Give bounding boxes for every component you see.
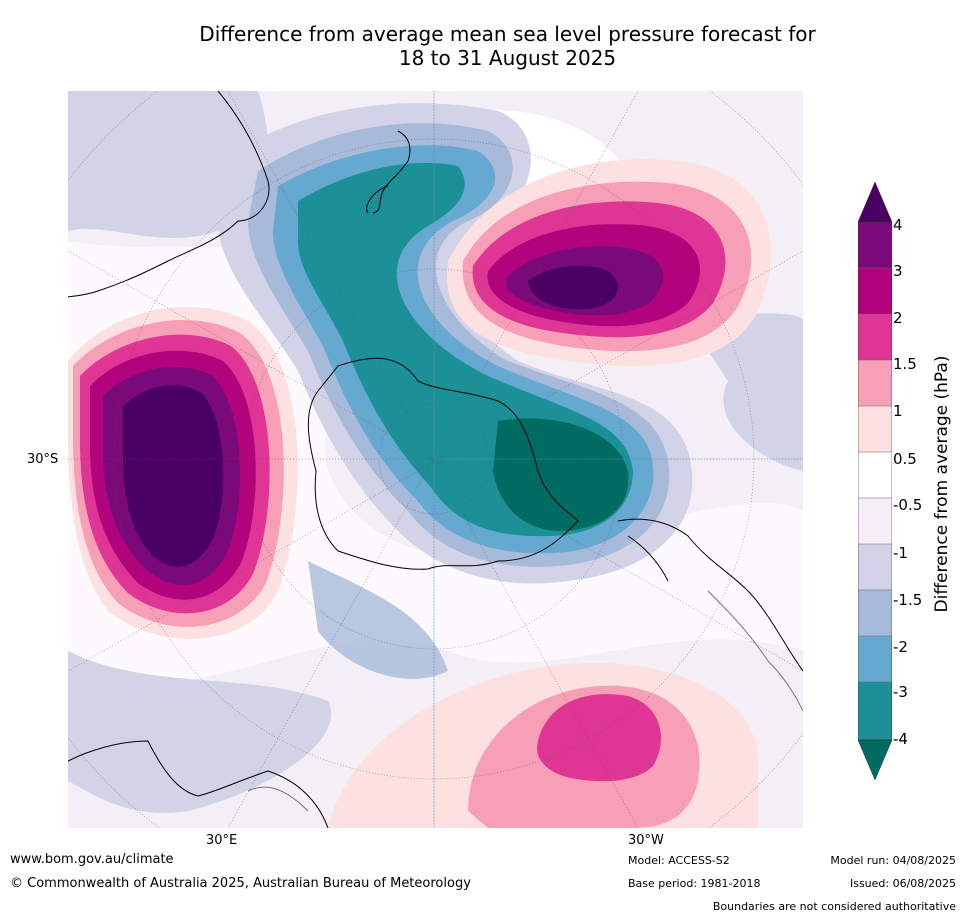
boundary-disclaimer: Boundaries are not considered authoritat… xyxy=(712,900,956,913)
base-period: Base period: 1981-2018 xyxy=(628,877,761,890)
colorbar-label: 0.5 xyxy=(893,450,917,468)
colorbar xyxy=(857,181,893,782)
lon-label-30w: 30°W xyxy=(628,833,664,848)
colorbar-label: -4 xyxy=(893,730,908,748)
title-line-1: Difference from average mean sea level p… xyxy=(199,22,816,46)
colorbar-label: -3 xyxy=(893,683,908,701)
colorbar-label: -1 xyxy=(893,544,908,562)
colorbar-label: -0.5 xyxy=(893,496,923,514)
model-run-date: Model run: 04/08/2025 xyxy=(830,854,956,867)
colorbar-label: 3 xyxy=(893,262,903,280)
pressure-anomaly-map xyxy=(68,91,803,828)
copyright-text: © Commonwealth of Australia 2025, Austra… xyxy=(10,876,471,891)
issued-date: Issued: 06/08/2025 xyxy=(849,877,956,890)
colorbar-label: 2 xyxy=(893,309,903,327)
website-link[interactable]: www.bom.gov.au/climate xyxy=(10,852,174,867)
colorbar-label: -2 xyxy=(893,638,908,656)
title-line-2: 18 to 31 August 2025 xyxy=(398,46,617,70)
colorbar-label: 4 xyxy=(893,216,903,234)
colorbar-top-triangle xyxy=(857,181,893,223)
lat-label-30s: 30°S xyxy=(27,452,59,467)
colorbar-bottom-triangle xyxy=(857,739,893,781)
model-name: Model: ACCESS-S2 xyxy=(628,854,730,867)
colorbar-title: Difference from average (hPa) xyxy=(932,355,952,613)
colorbar-label: 1 xyxy=(893,402,903,420)
map-title: Difference from average mean sea level p… xyxy=(0,22,965,70)
colorbar-label: -1.5 xyxy=(893,591,923,609)
lon-label-30e: 30°E xyxy=(206,833,238,848)
colorbar-label: 1.5 xyxy=(893,355,917,373)
